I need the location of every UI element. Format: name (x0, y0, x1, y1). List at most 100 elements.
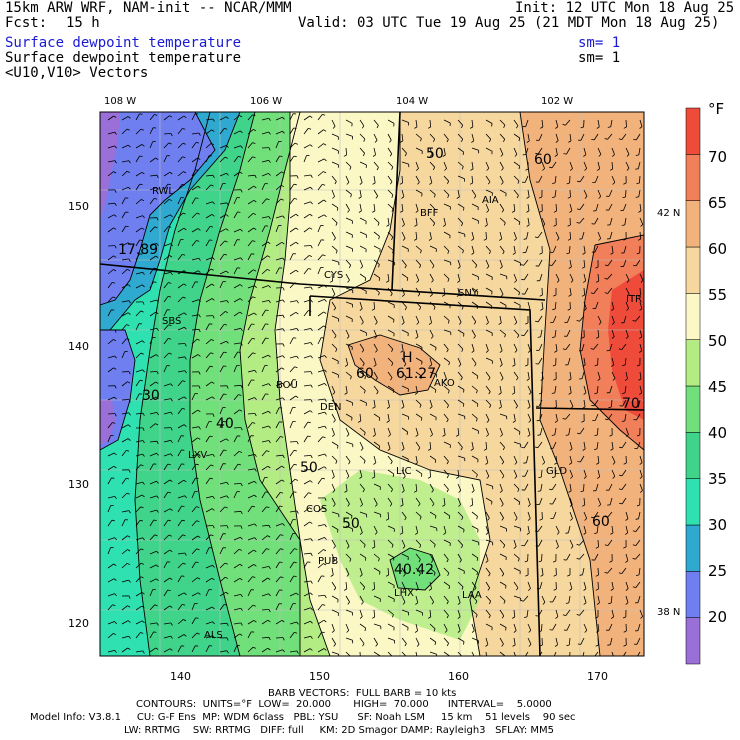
wind-barb (121, 269, 128, 275)
wind-barb (121, 579, 129, 583)
wind-barb-flag (113, 214, 117, 217)
wind-barb-flag (128, 186, 131, 190)
wind-barb (359, 133, 366, 140)
wind-barb (607, 511, 613, 518)
wind-barb (485, 511, 490, 519)
wind-barb (261, 491, 266, 499)
wind-barb (345, 315, 353, 320)
wind-barb-flag (333, 419, 336, 423)
wind-barb-flag (114, 496, 117, 500)
wind-barb (471, 413, 478, 419)
wind-barb-flag (549, 166, 553, 169)
wind-barb-flag (562, 348, 566, 350)
wind-barb-flag (534, 236, 539, 239)
wind-barb-flag (154, 198, 158, 200)
wind-barb (121, 284, 129, 289)
wind-barb (499, 287, 504, 295)
wind-barb-flag (594, 532, 598, 535)
wind-barb (373, 119, 379, 126)
wind-barb (373, 315, 378, 323)
wind-barb-flag (323, 311, 327, 314)
wind-barb-flag (127, 535, 131, 538)
wind-barb-flag (167, 183, 171, 186)
wind-barb (579, 217, 585, 224)
wind-barb-flag (128, 579, 131, 583)
wind-barb-flag (527, 308, 531, 311)
wind-barb (513, 315, 518, 323)
wind-barb (191, 426, 199, 429)
wind-barb (247, 227, 254, 233)
wind-barb (387, 301, 395, 306)
wind-barb (317, 214, 325, 219)
wind-barb (303, 186, 311, 191)
wind-barb-flag (224, 604, 228, 606)
wind-barb-flag (153, 267, 157, 270)
wind-barb-flag (346, 630, 349, 633)
dewpoint-fill (100, 112, 644, 656)
wind-barb-flag (363, 432, 366, 436)
wind-barb (121, 412, 129, 415)
wind-barb-flag (268, 383, 271, 387)
wind-barb (205, 381, 212, 387)
wind-barb (621, 441, 627, 449)
wind-barb (610, 119, 613, 127)
wind-barb-flag (413, 490, 417, 493)
wind-barb (191, 113, 196, 121)
wind-barb (607, 567, 613, 574)
wind-barb (387, 539, 394, 546)
wind-barb (457, 511, 464, 518)
wind-barb-flag (485, 532, 489, 535)
wind-barb-flag (267, 647, 271, 651)
wind-barb (303, 115, 311, 121)
wind-barb-flag (156, 622, 159, 626)
wind-barb-flag (604, 544, 608, 546)
wind-barb-flag (513, 630, 517, 633)
wind-barb (345, 455, 351, 462)
wind-barb (638, 567, 641, 575)
wind-barb (538, 133, 543, 141)
wind-barb-flag (226, 385, 229, 389)
wind-barb-flag (442, 434, 446, 437)
wind-barb-flag (114, 203, 117, 206)
wind-barb-flag (141, 620, 145, 624)
wind-barb (636, 637, 641, 645)
wind-barb (303, 607, 311, 611)
wind-barb-flag (141, 199, 145, 202)
wind-barb (485, 301, 493, 307)
wind-barb (625, 161, 630, 169)
wind-barb (289, 621, 297, 625)
wind-barb (583, 483, 585, 492)
station-label: DEN (320, 402, 342, 413)
wind-barb (387, 147, 393, 155)
wind-barb (121, 438, 129, 443)
wind-barb-flag (324, 355, 327, 358)
wind-barb (499, 147, 504, 155)
wind-barb (401, 175, 403, 184)
wind-barb-flag (182, 128, 186, 130)
wind-barb-flag (538, 476, 542, 479)
wind-barb-flag (212, 201, 215, 205)
wind-barb-flag (434, 641, 437, 645)
wind-barb-flag (583, 532, 587, 535)
wind-barb (513, 147, 518, 155)
wind-barb-flag (518, 221, 521, 225)
wind-barb-flag (639, 476, 643, 479)
wind-barb (443, 287, 446, 296)
wind-barb-flag (421, 361, 423, 365)
wind-barb (289, 548, 295, 555)
wind-barb (387, 273, 390, 281)
wind-barb-flag (139, 183, 143, 185)
wind-barb-flag (474, 363, 477, 367)
wind-barb-flag (576, 320, 580, 322)
wind-barb-flag (428, 238, 432, 241)
wind-barb (177, 634, 185, 639)
wind-barb (135, 155, 140, 163)
wind-barb-flag (498, 322, 502, 325)
wind-barb (593, 343, 599, 350)
wind-barb (415, 441, 421, 449)
wind-barb-flag (335, 222, 338, 226)
wind-barb (457, 609, 461, 617)
wind-barb (331, 329, 337, 336)
wind-barb (524, 287, 529, 295)
wind-barb-flag (322, 114, 326, 116)
